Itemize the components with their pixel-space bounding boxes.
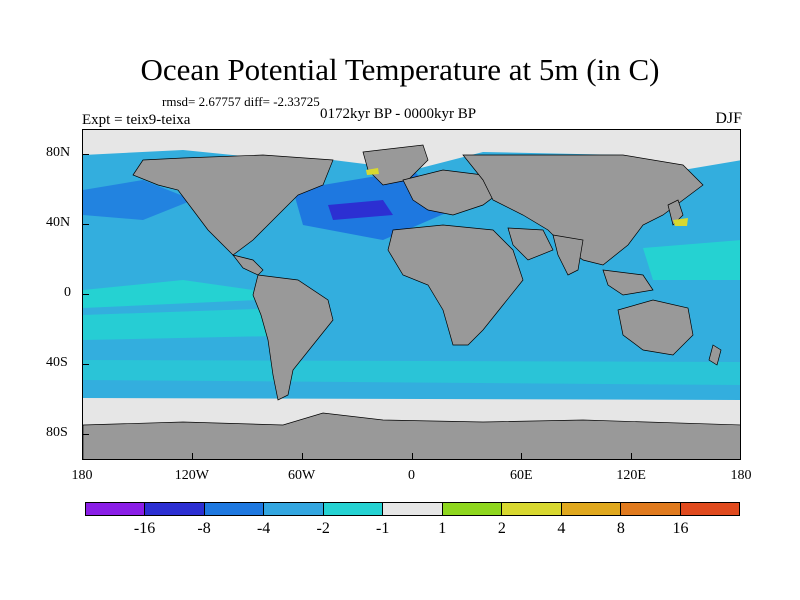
stats-text: rmsd= 2.67757 diff= -2.33725 — [162, 94, 320, 109]
north-atlantic-strong-cooling — [328, 200, 393, 220]
colorbar-label: -1 — [376, 520, 390, 537]
period-label: 0172kyr BP - 0000kyr BP — [320, 106, 477, 122]
y-tick-label: 0 — [64, 285, 71, 301]
y-tick — [82, 224, 89, 226]
kuroshio-warm-patch — [673, 218, 688, 226]
colorbar-segment — [264, 503, 324, 515]
colorbar-segment — [442, 503, 503, 515]
colorbar-segment — [621, 503, 681, 515]
colorbar-label: 16 — [672, 520, 689, 537]
colorbar-label: 4 — [557, 520, 566, 537]
x-tick-label: 180 — [71, 468, 93, 483]
y-tick-label: 40N — [46, 215, 71, 231]
colorbar-segment — [502, 503, 562, 515]
colorbar-label: 1 — [438, 520, 447, 537]
x-tick-label: 0 — [408, 468, 415, 483]
arabian-peninsula — [507, 227, 554, 261]
x-tick — [191, 453, 193, 460]
labrador-warm-patch — [366, 168, 379, 175]
x-tick-label: 60E — [510, 468, 533, 483]
equatorial-cyan-band — [83, 280, 258, 308]
x-tick-label: 60W — [288, 468, 316, 483]
colorbar-label: 8 — [616, 520, 625, 537]
australia — [617, 299, 694, 356]
x-tick — [631, 453, 633, 460]
europe — [402, 169, 504, 216]
season-label: DJF — [715, 110, 742, 127]
pacific-cyan-band — [643, 240, 740, 280]
x-tick-label: 120W — [174, 468, 209, 483]
x-tick-label: 120E — [616, 468, 646, 483]
colorbar — [85, 502, 740, 516]
colorbar-label: -4 — [256, 520, 271, 537]
x-tick — [301, 453, 303, 460]
central-america — [232, 254, 264, 276]
y-tick-label: 80S — [46, 424, 68, 440]
map-panel — [82, 129, 741, 460]
experiment-label: Expt = teix9-teixa — [82, 112, 191, 128]
india — [552, 234, 584, 276]
x-tick — [740, 453, 741, 460]
colorbar-segment — [204, 503, 265, 515]
antarctica — [83, 412, 740, 459]
colorbar-segment — [323, 503, 384, 515]
colorbar-segment — [86, 503, 146, 515]
asia — [462, 154, 704, 266]
y-tick — [82, 294, 89, 296]
south-america — [252, 274, 334, 401]
colorbar-segment — [383, 503, 443, 515]
north-pacific-cooling — [83, 180, 193, 220]
map-title: Ocean Potential Temperature at 5m (in C) — [140, 52, 660, 87]
southern-ocean-band — [83, 360, 740, 385]
x-tick-label: 180 — [730, 468, 752, 483]
world-map — [83, 130, 740, 459]
x-tick — [411, 453, 413, 460]
new-zealand — [708, 344, 722, 366]
colorbar-label: 2 — [497, 520, 506, 537]
maritime-continent — [602, 269, 654, 296]
x-tick — [521, 453, 523, 460]
y-tick — [82, 154, 89, 156]
japan — [667, 199, 684, 226]
africa — [387, 224, 524, 346]
colorbar-segment — [145, 503, 205, 515]
y-tick-label: 80N — [46, 145, 71, 161]
colorbar-segment — [561, 503, 622, 515]
colorbar-label: -16 — [133, 520, 156, 537]
colorbar-label: -8 — [197, 520, 211, 537]
y-tick — [82, 364, 89, 366]
colorbar-segment — [680, 503, 739, 515]
y-tick-label: 40S — [46, 355, 68, 371]
x-tick — [82, 453, 83, 460]
y-tick — [82, 433, 89, 435]
colorbar-label: -2 — [316, 520, 330, 537]
